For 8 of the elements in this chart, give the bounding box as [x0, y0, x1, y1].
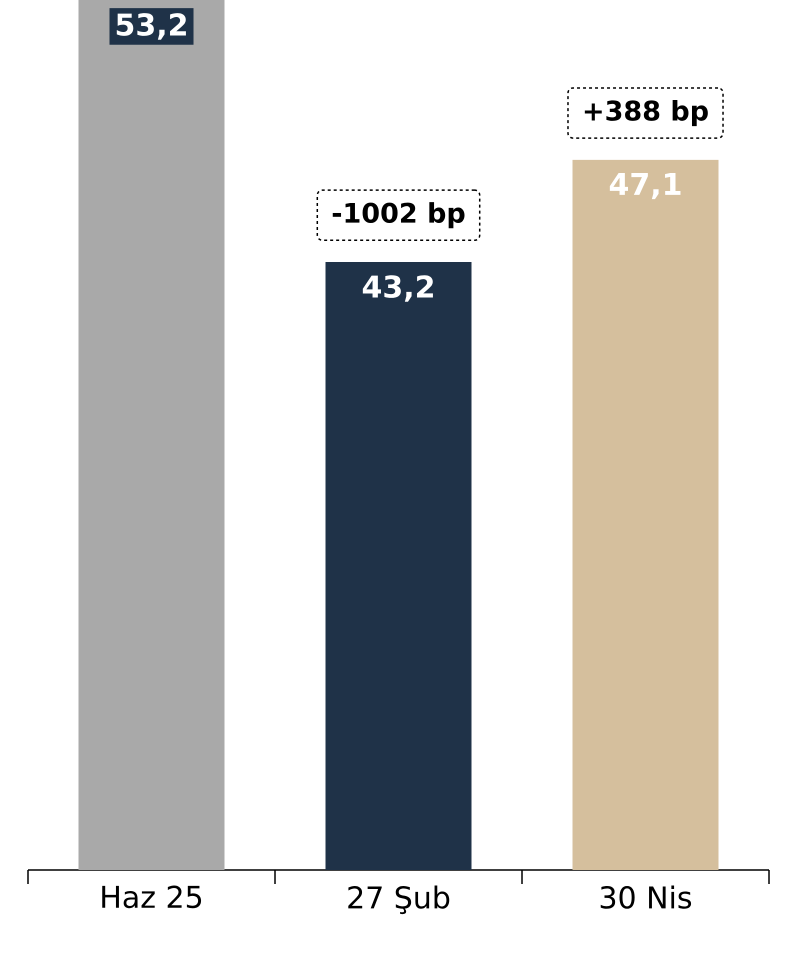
- annotation: +388 bp: [584, 100, 708, 126]
- data-label: 43,2: [362, 275, 433, 302]
- x-tick-label: 30 Nis: [600, 886, 692, 909]
- x-tick-label: 27 Şub: [348, 886, 450, 914]
- annotation: -1002 bp: [332, 202, 465, 228]
- data-label: 47,1: [610, 173, 680, 200]
- x-tick-label: Haz 25: [102, 886, 202, 908]
- data-label: 53,2: [116, 13, 186, 40]
